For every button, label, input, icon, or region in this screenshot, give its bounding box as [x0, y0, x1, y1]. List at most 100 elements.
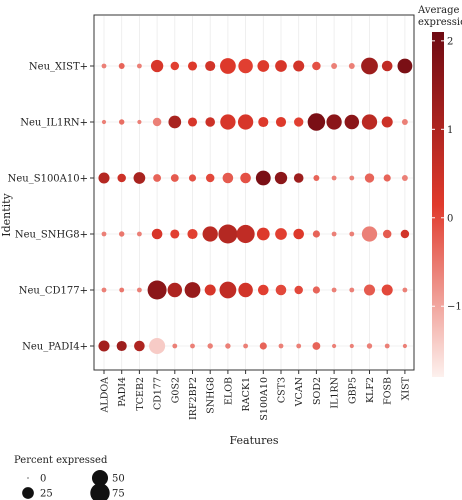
dot-neu-snhg8--g0s2	[170, 229, 180, 239]
dot-neu-padi4--padi4	[116, 340, 127, 352]
y-tick-labels: Neu_XIST+ Neu_IL1RN+ Neu_S100A10+ Neu_SNHG8…	[8, 62, 94, 353]
dot-neu-xist--rack1	[238, 58, 253, 74]
gridlines	[95, 16, 413, 369]
color-legend-title-line2: expression	[418, 17, 462, 28]
y-tick-label: Neu_PADI4+	[22, 342, 88, 353]
dot-neu-xist--snhg8	[205, 60, 216, 72]
dot-neu-cd177--fosb	[381, 284, 393, 296]
dot-neu-s100a10--cd177	[153, 174, 162, 182]
dot-neu-snhg8--vcan	[293, 228, 305, 240]
size-legend-entries: 0 25 50 75	[22, 469, 125, 500]
dot-neu-snhg8--gbp5	[349, 231, 355, 237]
size-legend-label: 25	[40, 489, 53, 500]
dot-neu-xist--elob	[220, 58, 236, 74]
dot-neu-s100a10--il1rn	[331, 175, 337, 181]
dot-neu-cd177--klf2	[363, 284, 376, 296]
plot-panel	[93, 14, 415, 371]
dot-neu-snhg8--snhg8	[202, 226, 218, 242]
dot-neu-snhg8--sod2	[312, 230, 320, 238]
dot-neu-s100a10--cst3	[274, 171, 288, 185]
x-tick-label: SOD2	[312, 377, 323, 405]
dot-neu-padi4--elob	[225, 343, 231, 349]
dot-neu-padi4--cd177	[149, 337, 166, 355]
x-tick-label: RACK1	[241, 377, 252, 411]
dot-neu-xist--xist	[397, 58, 413, 74]
x-tick-label: S100A10	[259, 377, 270, 421]
dot-neu-xist--irf2bp2	[187, 61, 198, 71]
dot-neu-s100a10--elob	[222, 172, 234, 184]
dot-neu-cd177--rack1	[238, 282, 253, 298]
dot-neu-il1rn--il1rn	[326, 114, 342, 130]
dot-neu-il1rn--snhg8	[205, 117, 216, 127]
x-tick-label: KLF2	[365, 377, 376, 403]
size-legend-label: 75	[112, 489, 125, 500]
dot-neu-il1rn--sod2	[307, 113, 326, 131]
dot-neu-snhg8--elob	[218, 224, 238, 244]
dot-neu-snhg8--il1rn	[331, 231, 337, 237]
dot-neu-il1rn--elob	[220, 114, 236, 130]
dot-neu-il1rn--s100a10	[258, 116, 269, 128]
x-tick-label: GBP5	[347, 377, 358, 404]
color-bar-tick-label: 0	[447, 213, 453, 224]
dot-neu-cd177--elob	[219, 281, 237, 299]
dot-neu-snhg8--klf2	[361, 226, 378, 242]
color-bar-tick-label: 2	[447, 36, 453, 47]
y-tick-label: Neu_CD177+	[19, 286, 88, 297]
dot-neu-il1rn--xist	[401, 119, 408, 125]
dot-neu-snhg8--rack1	[236, 224, 255, 244]
dot-neu-s100a10--g0s2	[170, 174, 179, 182]
x-tick-label: TCEB2	[135, 377, 146, 411]
dot-neu-s100a10--aldoa	[98, 172, 110, 184]
size-legend-label: 0	[40, 474, 46, 485]
dot-neu-padi4--vcan	[296, 343, 302, 349]
dot-neu-s100a10--s100a10	[255, 170, 271, 186]
dot-neu-il1rn--padi4	[118, 119, 125, 125]
dot-neu-s100a10--padi4	[117, 173, 126, 183]
dot-neu-snhg8--s100a10	[256, 227, 270, 241]
dot-neu-il1rn--fosb	[381, 116, 393, 128]
size-legend-dot	[27, 477, 29, 479]
dot-neu-il1rn--cd177	[152, 117, 162, 127]
dot-neu-il1rn--rack1	[237, 114, 254, 130]
dot-neu-snhg8--padi4	[118, 231, 125, 237]
dot-neu-xist--cst3	[275, 60, 287, 72]
dot-neu-xist--cd177	[150, 59, 164, 73]
dot-neu-cd177--snhg8	[204, 284, 216, 296]
size-legend-label: 50	[112, 474, 125, 485]
dot-neu-s100a10--klf2	[364, 173, 375, 183]
dot-neu-padi4--sod2	[312, 342, 321, 350]
dot-neu-cd177--g0s2	[167, 282, 183, 298]
dot-neu-padi4--il1rn	[332, 343, 337, 349]
dot-neu-snhg8--cd177	[151, 228, 163, 240]
dot-layer	[98, 57, 413, 355]
dot-neu-il1rn--aldoa	[101, 119, 107, 125]
dot-neu-cd177--sod2	[312, 286, 320, 294]
dot-neu-xist--padi4	[118, 63, 125, 69]
dot-neu-s100a10--sod2	[313, 175, 320, 181]
dot-neu-xist--gbp5	[348, 63, 355, 69]
x-tick-label: CST3	[277, 377, 288, 403]
dot-neu-snhg8--aldoa	[101, 231, 107, 237]
dot-neu-il1rn--klf2	[361, 114, 378, 130]
dot-neu-il1rn--gbp5	[344, 114, 360, 130]
dot-neu-xist--s100a10	[257, 60, 270, 72]
dot-neu-padi4--gbp5	[349, 343, 354, 349]
dot-neu-padi4--snhg8	[207, 343, 213, 349]
y-axis-label: Identity	[0, 192, 13, 236]
dot-neu-padi4--g0s2	[172, 343, 178, 349]
dot-neu-s100a10--gbp5	[349, 175, 355, 181]
dot-neu-padi4--irf2bp2	[190, 343, 195, 349]
dot-neu-s100a10--vcan	[293, 173, 304, 183]
dot-neu-s100a10--fosb	[383, 174, 391, 182]
dot-neu-s100a10--xist	[401, 175, 408, 181]
dot-neu-il1rn--cst3	[275, 116, 287, 128]
size-legend: Percent expressed 0 25 50 75	[14, 455, 125, 500]
dot-neu-s100a10--tceb2	[133, 172, 146, 184]
dot-neu-padi4--xist	[402, 343, 407, 349]
dot-neu-cd177--s100a10	[258, 284, 269, 296]
dot-neu-cd177--tceb2	[136, 287, 142, 293]
x-axis-label: Features	[229, 434, 278, 447]
dot-neu-cd177--cst3	[275, 284, 287, 296]
x-tick-label: VCAN	[294, 377, 305, 407]
